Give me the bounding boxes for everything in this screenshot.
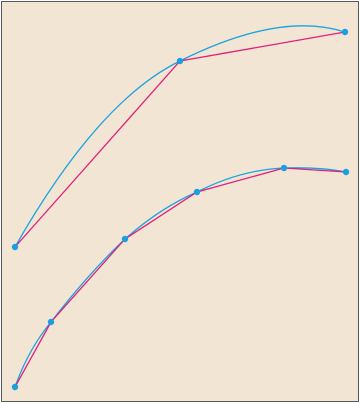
lower-vertex-point-3 — [121, 235, 129, 243]
lower-chord-polyline — [14, 167, 347, 388]
lower-vertex-point-1 — [11, 383, 19, 391]
upper-vertex-point-3 — [341, 28, 349, 36]
upper-vertex-point-2 — [176, 57, 184, 65]
upper-vertex-point-1 — [11, 243, 19, 251]
lower-vertex-point-2 — [47, 318, 55, 326]
lower-vertex-point-5 — [280, 164, 288, 172]
lower-figure — [11, 164, 350, 391]
lower-vertex-point-6 — [342, 168, 350, 176]
lower-vertex-point-4 — [193, 188, 201, 196]
lower-vertex-points — [11, 164, 350, 391]
upper-figure — [11, 25, 349, 251]
upper-vertex-points — [11, 28, 349, 251]
